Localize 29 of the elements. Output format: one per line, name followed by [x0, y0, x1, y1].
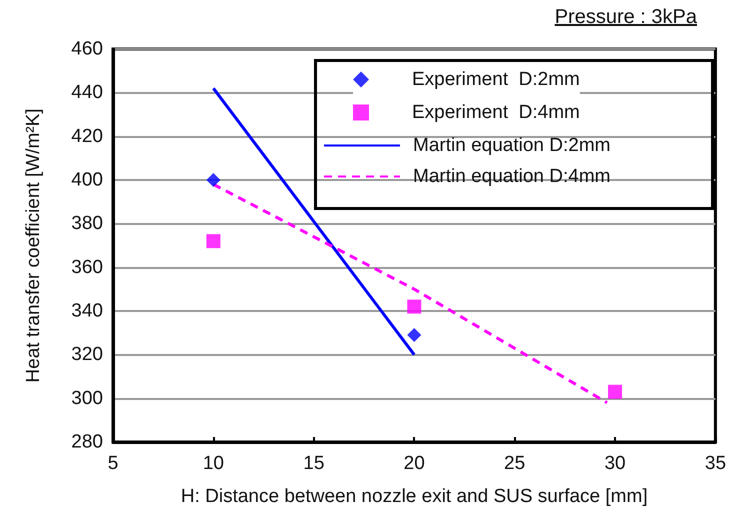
- legend-label: Martin equation D:4mm: [413, 166, 610, 187]
- y-tick-label: 460: [71, 38, 103, 60]
- point: [206, 234, 220, 248]
- y-tick-label: 340: [71, 300, 103, 322]
- x-tick-label: 15: [303, 453, 324, 474]
- y-tick-label: 380: [71, 213, 103, 234]
- legend-label: Experiment D:4mm: [412, 102, 580, 123]
- point: [608, 384, 622, 399]
- x-tick-label: 35: [704, 453, 726, 474]
- x-tick-label: 30: [604, 453, 626, 474]
- y-tick-label: 440: [71, 82, 103, 104]
- legend-label: Martin equation D:2mm: [413, 135, 610, 156]
- point: [206, 173, 220, 187]
- text: Pressure : 3kPa: [554, 6, 697, 29]
- y-tick-label: 320: [71, 344, 103, 366]
- y-tick-label: 360: [71, 256, 103, 278]
- x-tick-label: 5: [108, 453, 118, 474]
- x-tick-label: 20: [404, 453, 425, 474]
- x-tick-label: 25: [504, 453, 526, 474]
- x-tick-label: 10: [202, 453, 224, 474]
- point: [407, 300, 422, 314]
- x-axis-title: H: Distance between nozzle exit and SUS surface [mm]: [180, 486, 648, 507]
- y-tick-label: 300: [71, 388, 103, 409]
- y-tick-label: 400: [71, 170, 103, 190]
- point: [407, 328, 422, 342]
- y-tick-label: 280: [71, 432, 103, 452]
- y-tick-label: 420: [71, 126, 103, 147]
- legend-label: Experiment D:2mm: [412, 69, 580, 90]
- y-axis-title: Heat transfer coefficient [W/m²K]: [23, 108, 44, 383]
